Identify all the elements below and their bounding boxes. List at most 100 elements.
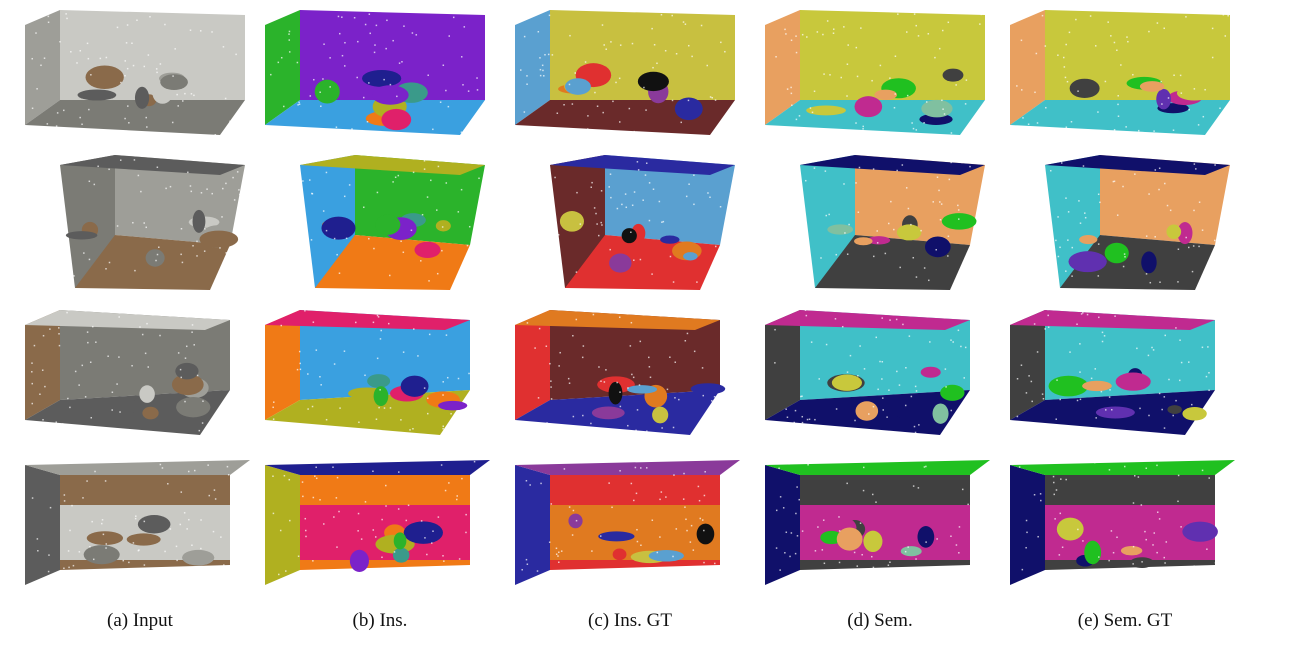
speckle (132, 542, 135, 544)
speckle (1175, 327, 1177, 329)
speckle (1114, 315, 1116, 317)
speckle (896, 370, 898, 373)
speckle (59, 40, 61, 43)
furniture-blob (621, 228, 637, 244)
furniture-blob (182, 549, 215, 566)
speckle (426, 196, 429, 198)
speckle (224, 258, 227, 260)
speckle (283, 474, 286, 477)
furniture-blob (403, 521, 443, 544)
furniture-blob (1167, 405, 1182, 414)
speckle (910, 395, 913, 398)
furniture-blob (652, 406, 669, 424)
speckle (556, 112, 559, 114)
speckle (645, 162, 648, 164)
room-point-cloud (25, 460, 250, 585)
speckle (71, 504, 73, 507)
room-face-ceil (765, 310, 970, 330)
speckle (466, 244, 469, 247)
speckle (779, 195, 781, 198)
speckle (134, 269, 136, 272)
speckle (523, 35, 526, 38)
speckle (124, 60, 127, 62)
speckle (967, 161, 969, 164)
speckle (1112, 551, 1115, 554)
speckle (1165, 541, 1168, 543)
speckle (325, 418, 328, 421)
speckle (82, 497, 84, 499)
speckle (957, 209, 960, 211)
speckle (934, 56, 936, 59)
furniture-blob (1139, 81, 1165, 92)
furniture-blob (373, 386, 389, 407)
speckle (581, 356, 584, 359)
speckle (575, 318, 578, 321)
speckle (648, 219, 651, 222)
speckle (980, 135, 982, 138)
room-face-ceil (25, 310, 230, 330)
speckle (980, 13, 982, 16)
speckle (413, 328, 415, 330)
room-face-left (25, 310, 60, 420)
speckle (482, 251, 484, 253)
speckle (171, 121, 174, 124)
speckle (886, 416, 888, 418)
speckle (310, 239, 313, 241)
speckle (1041, 272, 1044, 275)
speckle (829, 74, 831, 76)
speckle (126, 67, 129, 70)
speckle (857, 582, 860, 585)
speckle (137, 549, 140, 552)
speckle (298, 350, 301, 353)
speckle (601, 224, 603, 226)
speckle (314, 475, 316, 477)
speckle (1137, 476, 1140, 478)
room-face-back (1045, 10, 1230, 100)
room-face-ceil (60, 155, 245, 175)
speckle (1059, 398, 1061, 401)
speckle (1047, 162, 1050, 164)
speckle (520, 69, 522, 71)
speckle (1219, 107, 1221, 110)
furniture-blob (874, 89, 897, 101)
speckle (633, 499, 635, 502)
speckle (777, 225, 779, 227)
furniture-blob (1079, 234, 1098, 245)
speckle (806, 418, 809, 421)
speckle (859, 522, 862, 524)
speckle (147, 366, 150, 368)
speckle (430, 179, 432, 182)
speckle (1016, 378, 1019, 380)
speckle (1128, 432, 1130, 435)
speckle (653, 44, 656, 46)
speckle (143, 65, 146, 68)
speckle (376, 191, 379, 194)
speckle (1053, 493, 1055, 496)
furniture-blob (85, 65, 124, 90)
speckle (544, 54, 546, 56)
speckle (476, 122, 479, 124)
furniture-blob (836, 527, 863, 551)
speckle (447, 105, 450, 108)
speckle (441, 249, 443, 252)
speckle (368, 82, 370, 84)
speckle (608, 186, 610, 188)
thumbnail-ins-row-4 (260, 450, 500, 590)
thumbnail-input-row-4 (20, 450, 260, 590)
speckle (436, 272, 439, 275)
room-point-cloud (765, 458, 990, 585)
speckle (709, 196, 711, 199)
speckle (724, 50, 726, 53)
speckle (209, 313, 212, 316)
speckle (335, 497, 338, 499)
speckle (1152, 349, 1155, 351)
speckle (48, 554, 50, 556)
room-face-back (300, 10, 485, 100)
speckle (336, 546, 338, 548)
speckle (807, 464, 809, 466)
speckle (1124, 256, 1126, 258)
furniture-blob (1104, 242, 1129, 264)
speckle (820, 257, 822, 259)
room-face-floor (25, 100, 245, 135)
speckle (131, 364, 133, 367)
